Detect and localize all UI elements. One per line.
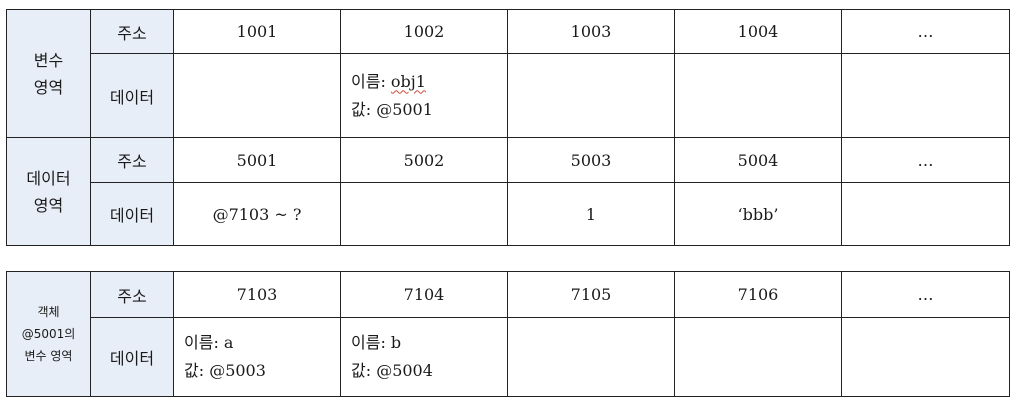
address-cell: 1002: [340, 9, 508, 54]
data-cell: @7103 ~ ?: [173, 182, 341, 246]
object-area-label-line3: 변수 영역: [24, 349, 73, 363]
address-cell: 5002: [340, 137, 508, 183]
address-label: 주소: [90, 137, 174, 183]
data-data-row: 데이터 @7103 ~ ? 1 ‘bbb’: [7, 182, 1010, 246]
object-address-row: 객체 @5001의 변수 영역 주소 7103 7104 7105 7106 …: [6, 271, 1010, 397]
name-value: obj1: [390, 71, 426, 91]
data-cell: [674, 53, 842, 138]
address-cell: …: [841, 9, 1010, 54]
data-area-label-line2: 영역: [33, 195, 64, 215]
data-cell: 1: [507, 182, 675, 246]
address-cell: …: [841, 271, 1010, 318]
address-label: 주소: [90, 9, 174, 54]
address-cell: 5001: [173, 137, 341, 183]
name-line: 이름: obj1: [351, 68, 507, 96]
data-cell-7103: 이름: a 값: @5003: [173, 317, 341, 397]
address-cell: 5003: [507, 137, 675, 183]
variable-area-label-line2: 영역: [33, 77, 64, 97]
data-cell-7104: 이름: b 값: @5004: [340, 317, 508, 397]
value-line: 값: @5001: [351, 99, 433, 119]
variable-area-label: 변수 영역: [6, 9, 91, 138]
address-cell: 5004: [674, 137, 842, 183]
object-area-label-line2: @5001의: [21, 327, 76, 341]
data-area-label: 데이터 영역: [6, 137, 91, 246]
object-area-label: 객체 @5001의 변수 영역: [6, 271, 91, 397]
data-cell: ‘bbb’: [674, 182, 842, 246]
var-data-row: 데이터 이름: obj1 값: @5001: [7, 53, 1010, 138]
data-cell: [507, 53, 675, 138]
value-line: 값: @5003: [184, 361, 266, 380]
data-cell: [841, 53, 1010, 138]
variable-area-label-line1: 변수: [33, 50, 64, 70]
memory-table-object: 객체 @5001의 변수 영역 주소 7103 7104 7105 7106 ……: [6, 271, 1010, 397]
address-cell: 1003: [507, 9, 675, 54]
data-label: 데이터: [90, 53, 174, 138]
value-line: 값: @5004: [351, 361, 433, 380]
memory-table-variables-data: 변수 영역 주소 1001 1002 1003 1004 … 데이터 이름: o…: [6, 9, 1010, 246]
data-cell-1002: 이름: obj1 값: @5001: [340, 53, 508, 138]
address-cell: 1004: [674, 9, 842, 54]
data-cell: [841, 182, 1010, 246]
data-cell: [340, 182, 508, 246]
address-cell: 7105: [507, 271, 675, 318]
address-cell: 7106: [674, 271, 842, 318]
data-address-row: 데이터 영역 주소 5001 5002 5003 5004 …: [6, 137, 1010, 246]
var-address-row: 변수 영역 주소 1001 1002 1003 1004 …: [6, 9, 1010, 138]
address-cell: 1001: [173, 9, 341, 54]
data-area-label-line1: 데이터: [26, 168, 71, 188]
address-cell: 7104: [340, 271, 508, 318]
data-label: 데이터: [90, 317, 174, 397]
address-cell: …: [841, 137, 1010, 183]
name-line: 이름: b: [351, 333, 402, 352]
data-cell: [173, 53, 341, 138]
data-cell: [841, 317, 1010, 397]
data-cell: [507, 317, 675, 397]
object-data-row: 데이터 이름: a 값: @5003 이름: b 값: @5004: [7, 317, 1010, 397]
name-line: 이름: a: [184, 333, 234, 352]
name-prefix: 이름:: [351, 71, 391, 91]
object-area-label-line1: 객체: [37, 305, 60, 319]
data-cell: [674, 317, 842, 397]
data-label: 데이터: [90, 182, 174, 246]
address-cell: 7103: [173, 271, 341, 318]
address-label: 주소: [90, 271, 174, 318]
